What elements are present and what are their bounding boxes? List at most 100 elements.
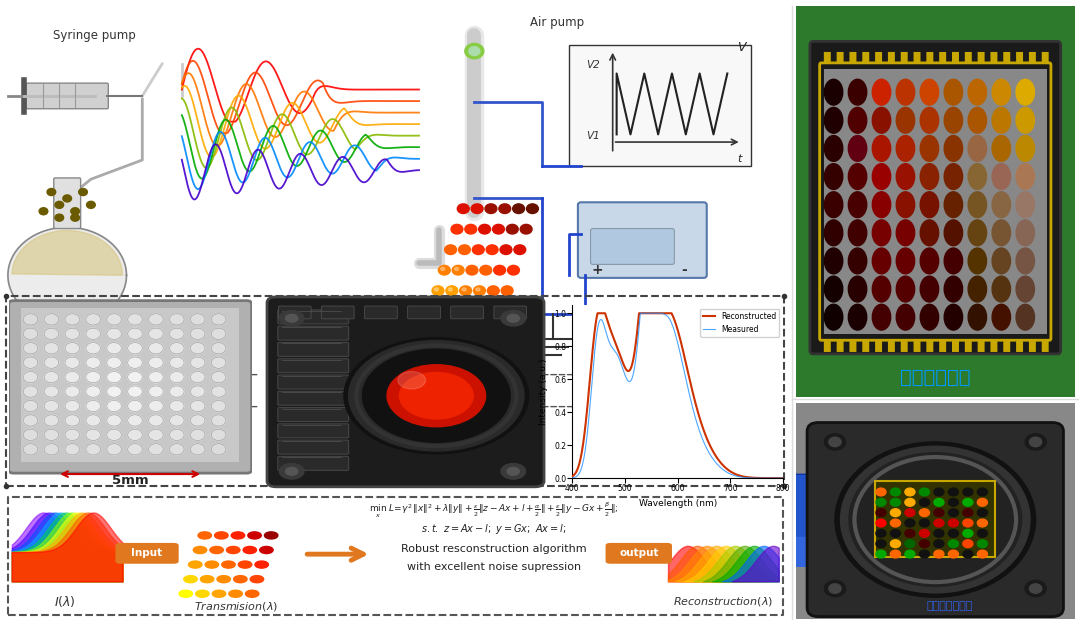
Circle shape — [447, 327, 459, 336]
Circle shape — [212, 328, 226, 339]
Circle shape — [127, 401, 143, 412]
Circle shape — [149, 357, 163, 368]
Circle shape — [488, 327, 500, 336]
Circle shape — [265, 532, 278, 539]
Circle shape — [65, 444, 80, 455]
Circle shape — [44, 371, 58, 382]
Circle shape — [896, 164, 915, 189]
Circle shape — [1025, 434, 1047, 450]
Circle shape — [24, 401, 38, 412]
Circle shape — [919, 519, 930, 527]
Circle shape — [873, 304, 891, 330]
Circle shape — [416, 349, 419, 352]
Circle shape — [48, 189, 56, 196]
FancyBboxPatch shape — [875, 341, 882, 352]
FancyBboxPatch shape — [578, 202, 706, 278]
Text: V: V — [738, 41, 746, 54]
Text: 光谱传感芯片: 光谱传感芯片 — [900, 368, 971, 387]
Circle shape — [190, 386, 205, 398]
Circle shape — [920, 192, 939, 218]
Circle shape — [968, 248, 986, 274]
Circle shape — [149, 342, 163, 354]
Circle shape — [467, 266, 477, 275]
Circle shape — [127, 371, 143, 382]
Circle shape — [71, 208, 80, 215]
Circle shape — [453, 266, 464, 275]
Circle shape — [65, 401, 80, 412]
Circle shape — [1016, 79, 1035, 105]
Circle shape — [127, 342, 143, 354]
Circle shape — [63, 195, 71, 202]
Circle shape — [428, 308, 432, 311]
Circle shape — [170, 328, 184, 339]
Circle shape — [190, 342, 205, 354]
Circle shape — [993, 107, 1011, 133]
Circle shape — [44, 444, 58, 455]
Circle shape — [873, 136, 891, 161]
Circle shape — [824, 581, 846, 597]
Circle shape — [212, 357, 226, 368]
Circle shape — [944, 220, 962, 246]
Circle shape — [86, 328, 100, 339]
FancyBboxPatch shape — [1003, 341, 1010, 352]
Measured — [777, 474, 789, 482]
Circle shape — [195, 590, 210, 598]
Circle shape — [849, 107, 867, 133]
Circle shape — [873, 164, 891, 189]
Circle shape — [849, 136, 867, 161]
Circle shape — [468, 306, 480, 316]
Circle shape — [44, 429, 58, 441]
Circle shape — [507, 224, 518, 234]
Circle shape — [65, 357, 80, 368]
Circle shape — [824, 304, 842, 330]
Circle shape — [824, 136, 842, 161]
Circle shape — [849, 276, 867, 302]
Circle shape — [1029, 584, 1042, 593]
FancyBboxPatch shape — [990, 341, 998, 352]
Circle shape — [239, 561, 252, 568]
Circle shape — [170, 371, 184, 382]
Circle shape — [39, 208, 48, 215]
Text: $s.t.\ z = Ax - l;\ y = Gx;\ Ax = l;$: $s.t.\ z = Ax - l;\ y = Gx;\ Ax = l;$ — [421, 522, 567, 536]
Circle shape — [413, 348, 424, 357]
FancyBboxPatch shape — [824, 52, 831, 63]
Circle shape — [501, 464, 526, 479]
Circle shape — [491, 329, 495, 332]
Circle shape — [948, 509, 958, 516]
Circle shape — [221, 561, 235, 568]
Circle shape — [440, 306, 451, 316]
FancyBboxPatch shape — [914, 52, 920, 63]
FancyBboxPatch shape — [850, 52, 856, 63]
Circle shape — [905, 540, 915, 548]
FancyBboxPatch shape — [365, 306, 397, 319]
Circle shape — [905, 519, 915, 527]
Circle shape — [824, 276, 842, 302]
Circle shape — [934, 509, 944, 516]
Circle shape — [944, 276, 962, 302]
Circle shape — [527, 204, 538, 214]
Circle shape — [873, 220, 891, 246]
FancyBboxPatch shape — [21, 308, 240, 462]
Circle shape — [441, 268, 445, 271]
Circle shape — [896, 304, 915, 330]
Circle shape — [476, 288, 480, 291]
Circle shape — [890, 550, 901, 558]
Circle shape — [387, 365, 486, 427]
FancyBboxPatch shape — [279, 306, 311, 319]
Circle shape — [849, 79, 867, 105]
FancyBboxPatch shape — [850, 341, 856, 352]
Circle shape — [920, 136, 939, 161]
Circle shape — [977, 540, 987, 548]
FancyBboxPatch shape — [278, 424, 349, 438]
Circle shape — [149, 401, 163, 412]
Circle shape — [190, 328, 205, 339]
FancyBboxPatch shape — [964, 52, 972, 63]
Circle shape — [44, 342, 58, 354]
FancyBboxPatch shape — [9, 301, 252, 473]
Circle shape — [285, 314, 298, 322]
Circle shape — [1016, 304, 1035, 330]
Circle shape — [977, 529, 987, 538]
Circle shape — [190, 357, 205, 368]
Circle shape — [212, 401, 226, 412]
FancyBboxPatch shape — [951, 52, 959, 63]
